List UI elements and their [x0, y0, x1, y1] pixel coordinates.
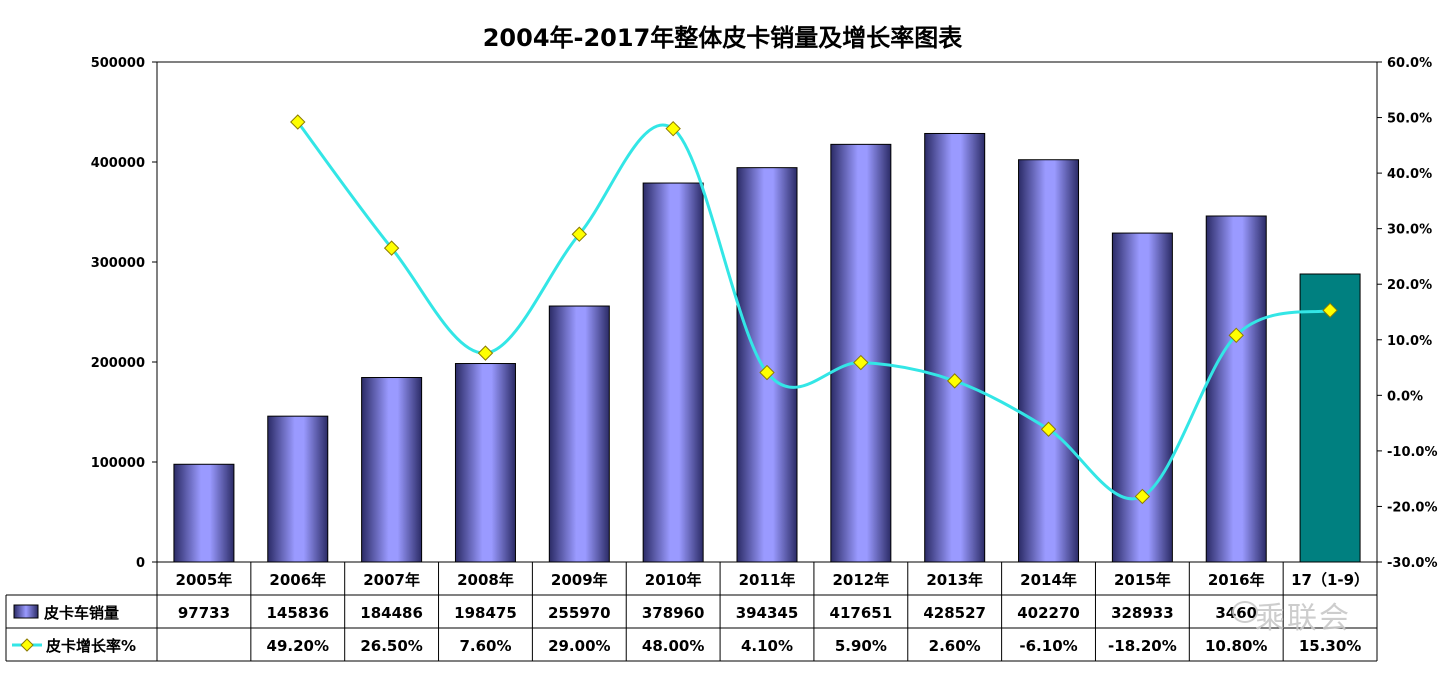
- growth-marker: [571, 226, 588, 242]
- x-category-label: 17（1-9）: [1291, 571, 1369, 589]
- data-label-growth: 29.00%: [548, 637, 610, 655]
- y-right-tick-label: 20.0%: [1387, 278, 1432, 293]
- growth-marker: [1228, 327, 1244, 344]
- growth-line: [296, 121, 1331, 501]
- growth-marker: [853, 354, 869, 371]
- x-category-label: 2005年: [176, 571, 233, 589]
- legend-label-growth: 皮卡增长率%: [46, 637, 136, 655]
- x-category-label: 2010年: [645, 571, 702, 589]
- bar: [1205, 215, 1267, 563]
- y-left-tick-label: 0: [136, 556, 145, 571]
- y-right-tick-label: 0.0%: [1387, 389, 1423, 404]
- data-label-sales: 184486: [360, 604, 423, 622]
- bar: [454, 363, 516, 563]
- data-label-sales: 255970: [548, 604, 611, 622]
- legend-label-sales: 皮卡车销量: [44, 604, 119, 622]
- y-right-tick-label: -10.0%: [1387, 445, 1438, 460]
- y-left-tick-label: 300000: [91, 256, 145, 271]
- growth-marker: [290, 114, 306, 130]
- data-label-growth: 48.00%: [642, 637, 704, 655]
- y-left-tick-label: 100000: [91, 456, 145, 471]
- y-right-tick-label: 50.0%: [1387, 112, 1432, 127]
- y-left-tick-label: 200000: [91, 356, 145, 371]
- data-label-growth: 5.90%: [835, 637, 887, 655]
- data-label-growth: 7.60%: [459, 637, 511, 655]
- data-label-growth: 10.80%: [1205, 637, 1267, 655]
- bar: [924, 132, 986, 563]
- data-label-growth: 26.50%: [360, 637, 422, 655]
- x-category-label: 2007年: [363, 571, 420, 589]
- data-label-growth: -6.10%: [1019, 637, 1077, 655]
- x-category-label: 2014年: [1020, 571, 1077, 589]
- data-label-growth: 49.20%: [267, 637, 329, 655]
- data-label-sales: 394345: [736, 604, 799, 622]
- x-category-label: 2008年: [457, 571, 514, 589]
- x-category-label: 2013年: [926, 571, 983, 589]
- data-label-sales: 402270: [1017, 604, 1080, 622]
- y-right-tick-label: 40.0%: [1387, 167, 1432, 182]
- data-label-sales: 97733: [178, 604, 230, 622]
- legend-key-sales: [13, 604, 39, 619]
- bar: [642, 182, 704, 563]
- data-label-growth: 2.60%: [929, 637, 981, 655]
- growth-marker: [1134, 488, 1151, 505]
- growth-marker: [665, 120, 681, 137]
- watermark: 乘联会: [1255, 601, 1351, 636]
- growth-marker: [383, 240, 400, 256]
- bar: [736, 167, 798, 563]
- bar: [267, 415, 329, 563]
- y-right-tick-label: -30.0%: [1387, 556, 1438, 571]
- bar: [548, 305, 610, 563]
- legend-key-growth-marker: [20, 638, 34, 652]
- growth-marker: [1322, 302, 1338, 319]
- data-label-growth: 4.10%: [741, 637, 793, 655]
- y-right-tick-label: 10.0%: [1387, 334, 1432, 349]
- y-right-tick-label: 60.0%: [1387, 56, 1432, 71]
- y-left-tick-label: 400000: [91, 156, 145, 171]
- chart-title: 2004年-2017年整体皮卡销量及增长率图表: [482, 24, 963, 52]
- data-label-sales: 328933: [1111, 604, 1174, 622]
- data-label-sales: 198475: [454, 604, 517, 622]
- growth-marker: [1040, 421, 1057, 437]
- data-label-sales: 145836: [266, 604, 329, 622]
- bar: [1018, 159, 1080, 563]
- x-category-label: 2011年: [739, 571, 796, 589]
- data-label-sales: 428527: [923, 604, 986, 622]
- watermark-icon: [1232, 601, 1258, 623]
- bar: [173, 463, 235, 563]
- bar: [830, 143, 892, 563]
- data-label-sales: 378960: [642, 604, 705, 622]
- y-right-tick-label: 30.0%: [1387, 223, 1432, 238]
- bar: [1111, 232, 1173, 563]
- growth-marker: [759, 364, 775, 381]
- data-label-growth: -18.20%: [1108, 637, 1177, 655]
- y-left-tick-label: 500000: [91, 56, 145, 71]
- data-label-sales: 417651: [830, 604, 893, 622]
- x-category-label: 2015年: [1114, 571, 1171, 589]
- bar: [361, 377, 423, 563]
- data-label-growth: 15.30%: [1299, 637, 1361, 655]
- x-category-label: 2016年: [1208, 571, 1265, 589]
- bar: [1299, 273, 1361, 563]
- x-category-label: 2006年: [269, 571, 326, 589]
- x-category-label: 2012年: [832, 571, 889, 589]
- y-right-tick-label: -20.0%: [1387, 500, 1438, 515]
- growth-marker: [477, 345, 494, 361]
- x-category-label: 2009年: [551, 571, 608, 589]
- growth-marker: [946, 373, 963, 389]
